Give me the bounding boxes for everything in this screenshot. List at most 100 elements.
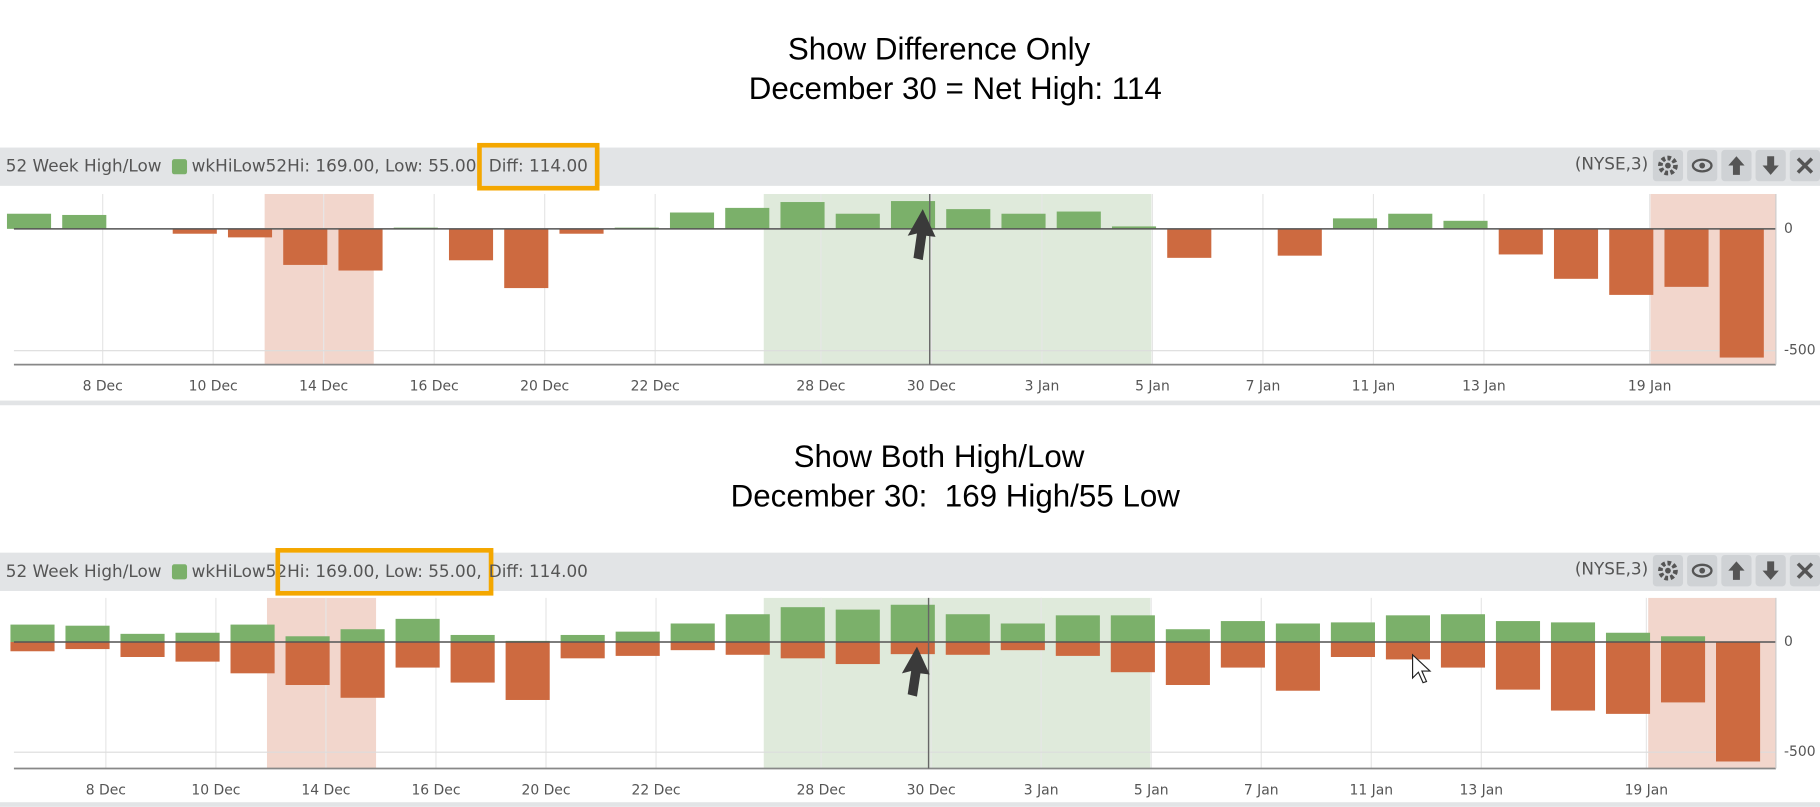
x-tick-label: 3 Jan — [1024, 783, 1059, 799]
x-tick-label: 8 Dec — [83, 379, 123, 395]
bar — [175, 642, 220, 662]
bar — [1609, 228, 1654, 295]
icon-eye-button[interactable] — [1687, 554, 1718, 587]
x-tick-label: 5 Jan — [1135, 379, 1170, 395]
x-tick-label: 16 Dec — [411, 783, 460, 799]
bar — [1111, 226, 1157, 229]
bar — [340, 642, 385, 698]
y-tick-label: 0 — [1784, 221, 1793, 237]
x-tick-label: 10 Dec — [191, 783, 240, 799]
panel-title: 52 Week High/Low — [6, 561, 162, 581]
bar — [669, 212, 715, 229]
x-tick-label: 22 Dec — [631, 379, 680, 395]
bar — [1001, 213, 1046, 229]
bar — [1664, 228, 1709, 287]
icon-eye-button[interactable] — [1687, 149, 1718, 182]
icon-close-button[interactable] — [1789, 554, 1820, 587]
legend-label[interactable]: wkHiLow52 — [192, 561, 287, 581]
bar — [450, 642, 495, 683]
bar — [615, 642, 660, 656]
bar — [1443, 220, 1488, 229]
bar — [504, 228, 549, 289]
icon-close-button[interactable] — [1789, 149, 1820, 182]
bar — [725, 207, 770, 229]
legend-label[interactable]: wkHiLow52 — [192, 156, 287, 176]
bar — [780, 202, 825, 229]
bar — [1000, 642, 1045, 651]
chart-title: Show Both High/Low — [794, 439, 1085, 474]
bar — [65, 625, 110, 643]
icon-up-button[interactable] — [1721, 149, 1752, 182]
readout: Hi: 169.00, Low: 55.00, — [287, 156, 482, 176]
bar — [285, 636, 330, 643]
bar — [227, 228, 273, 238]
bar — [10, 624, 55, 643]
bar — [1716, 642, 1761, 762]
x-tick-label: 30 Dec — [907, 379, 956, 395]
bar — [395, 642, 440, 668]
eye-pupil — [1699, 567, 1706, 574]
bar — [1167, 228, 1212, 258]
x-tick-label: 19 Jan — [1625, 783, 1669, 799]
bar — [725, 614, 770, 643]
bar — [1056, 211, 1101, 229]
icon-up-button[interactable] — [1721, 554, 1752, 587]
x-tick-label: 30 Dec — [907, 783, 956, 799]
up-icon — [1728, 156, 1745, 175]
down-icon — [1762, 156, 1779, 175]
bar — [780, 642, 825, 659]
bar — [615, 631, 660, 643]
bar — [670, 623, 715, 643]
x-tick-label: 10 Dec — [189, 379, 238, 395]
highlight-box — [477, 142, 600, 191]
icon-down-button[interactable] — [1755, 554, 1786, 587]
bar — [945, 614, 990, 643]
y-tick-label: 0 — [1784, 634, 1793, 650]
bar — [835, 609, 880, 643]
x-tick-label: 28 Dec — [797, 783, 846, 799]
bar — [1165, 629, 1210, 643]
legend-swatch — [171, 159, 188, 175]
bar — [945, 642, 990, 655]
icon-down-button[interactable] — [1755, 149, 1786, 182]
mouse-pointer — [1412, 653, 1432, 684]
exchange-label: (NYSE,3) — [1575, 558, 1648, 578]
eye-icon — [1691, 158, 1713, 173]
bar — [1605, 632, 1651, 643]
chart-subtitle: December 30: 169 High/55 Low — [731, 478, 1181, 513]
bar — [1498, 228, 1543, 255]
bar — [1055, 615, 1100, 643]
bar — [835, 213, 880, 229]
x-tick-label: 28 Dec — [796, 379, 845, 395]
bar — [1660, 642, 1706, 703]
bar — [560, 634, 605, 643]
bar — [285, 642, 330, 685]
readout: Hi: 169.00, Low: 55.00, — [287, 561, 482, 581]
close-icon — [1796, 157, 1814, 174]
shaded-range — [264, 193, 374, 365]
down-icon — [1762, 561, 1779, 580]
x-tick-label: 20 Dec — [521, 783, 570, 799]
bar — [283, 228, 328, 265]
arrow-annotation — [907, 209, 936, 261]
bar — [1275, 642, 1320, 691]
chart-subtitle: December 30 = Net High: 114 — [749, 71, 1162, 106]
icon-gear-button[interactable] — [1652, 149, 1684, 182]
close-icon — [1796, 562, 1814, 579]
bar — [890, 604, 935, 643]
bar — [1388, 213, 1433, 229]
bar — [946, 209, 991, 229]
bar — [670, 642, 715, 651]
readout: Diff: 114.00 — [489, 156, 588, 176]
up-icon — [1728, 561, 1745, 580]
charts: 8 Dec 10 Dec 14 Dec 16 Dec 20 Dec 22 Dec 28 De… — [6, 32, 1820, 799]
bar — [1385, 615, 1430, 643]
legend-swatch — [171, 564, 188, 580]
bar — [1277, 228, 1322, 256]
bar — [1165, 642, 1210, 685]
icon-gear-button[interactable] — [1652, 554, 1684, 587]
bar — [890, 642, 935, 655]
bar — [120, 642, 165, 657]
bar — [1110, 642, 1155, 673]
